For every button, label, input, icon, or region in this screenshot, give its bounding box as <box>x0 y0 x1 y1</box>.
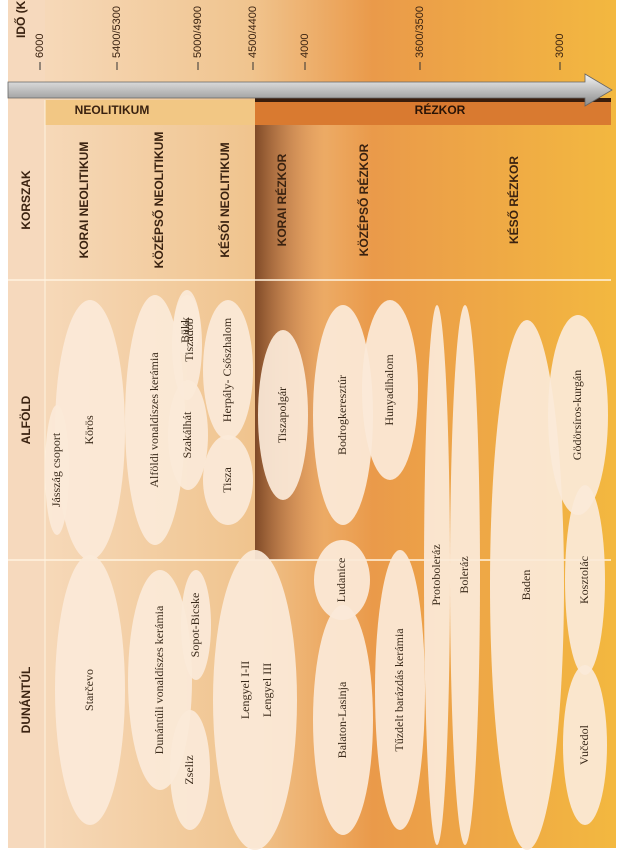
era-label: RÉZKOR <box>415 102 466 117</box>
culture-area <box>125 295 185 545</box>
culture-area <box>258 330 308 500</box>
culture-label: Alföldi vonaldíszes kerámia <box>147 352 161 488</box>
culture-label: Starčevo <box>82 669 96 711</box>
time-tick-label: 3600/3500 <box>414 6 426 58</box>
culture-area <box>168 380 208 490</box>
era-label: NEOLITIKUM <box>75 103 150 117</box>
row-label: KORSZAK <box>19 170 33 230</box>
culture-label: Boleráz <box>457 556 471 593</box>
time-tick-label: 3000 <box>554 34 566 58</box>
culture-area <box>362 300 418 480</box>
culture-area <box>565 485 605 675</box>
era-band <box>45 100 255 125</box>
time-tick-label: 6000 <box>34 34 46 58</box>
culture-label: Tisza <box>220 467 234 493</box>
culture-area <box>563 665 607 825</box>
culture-label: Balaton-Lasinja <box>335 681 349 758</box>
label-column <box>8 0 45 848</box>
culture-label: Tiszapolgár <box>275 387 289 443</box>
period-label: KORAI NEOLITIKUM <box>77 142 91 259</box>
row-label: DUNÁNTÚL <box>18 667 33 734</box>
culture-label: Jásszág csoport <box>49 432 63 507</box>
culture-label: Herpály- Csőszhalom <box>220 317 234 422</box>
row-label: ALFÖLD <box>18 395 33 444</box>
culture-area <box>55 555 125 825</box>
culture-area <box>55 300 125 560</box>
culture-label: Szakálhát <box>180 411 194 458</box>
time-tick-label: 4000 <box>299 34 311 58</box>
culture-area <box>490 320 564 850</box>
era-band <box>255 100 611 125</box>
culture-area <box>375 550 425 830</box>
time-arrow <box>7 73 613 107</box>
culture-label: Tűzdelt barázdás kerámia <box>392 628 406 752</box>
period-label: KÖZÉPSŐ RÉZKOR <box>356 143 371 256</box>
culture-label: Tiszadob <box>182 318 196 362</box>
culture-label: Ludanice <box>334 558 348 603</box>
time-tick-label: 5000/4900 <box>192 6 204 58</box>
culture-area <box>424 305 450 845</box>
time-tick-label: 5400/5300 <box>111 6 123 58</box>
period-label: KÉSŐI NEOLITIKUM <box>217 142 232 257</box>
time-tick-label: 4500/4400 <box>247 6 259 58</box>
culture-area <box>548 315 608 515</box>
culture-area <box>313 305 373 525</box>
culture-area <box>181 570 211 680</box>
culture-area <box>170 710 210 830</box>
culture-area <box>203 300 253 440</box>
period-label: KÖZÉPSŐ NEOLITIKUM <box>151 132 166 269</box>
culture-label: Protoboleráz <box>429 544 443 605</box>
culture-label: Vučedol <box>577 724 591 765</box>
culture-label: Körös <box>82 415 96 445</box>
culture-label: Dunántúli vonaldíszes kerámia <box>152 605 166 754</box>
period-label: KÉSŐ RÉZKOR <box>506 156 521 244</box>
culture-label: Sopot-Bicske <box>188 593 202 658</box>
culture-label: Lengyel III <box>260 663 274 717</box>
culture-area <box>450 305 480 845</box>
culture-label: Lengyel I-II <box>238 661 252 719</box>
culture-label: Bükk <box>178 317 192 343</box>
period-label: KORAI RÉZKOR <box>274 153 289 246</box>
culture-label: Hunyadihalom <box>382 354 396 426</box>
time-title: IDŐ (Kr. e.) <box>13 0 28 38</box>
culture-label: Bodrogkeresztúr <box>335 375 349 455</box>
culture-label: Baden <box>519 570 533 601</box>
culture-area <box>314 540 370 620</box>
culture-label: Zseliz <box>182 755 196 784</box>
culture-area <box>213 550 297 850</box>
culture-area <box>203 435 253 525</box>
culture-label: Kosztolác <box>577 556 591 604</box>
era-edge <box>255 98 611 102</box>
culture-label: Gödörsíros-kurgán <box>570 370 584 460</box>
culture-area <box>174 295 200 355</box>
culture-area <box>313 605 373 835</box>
